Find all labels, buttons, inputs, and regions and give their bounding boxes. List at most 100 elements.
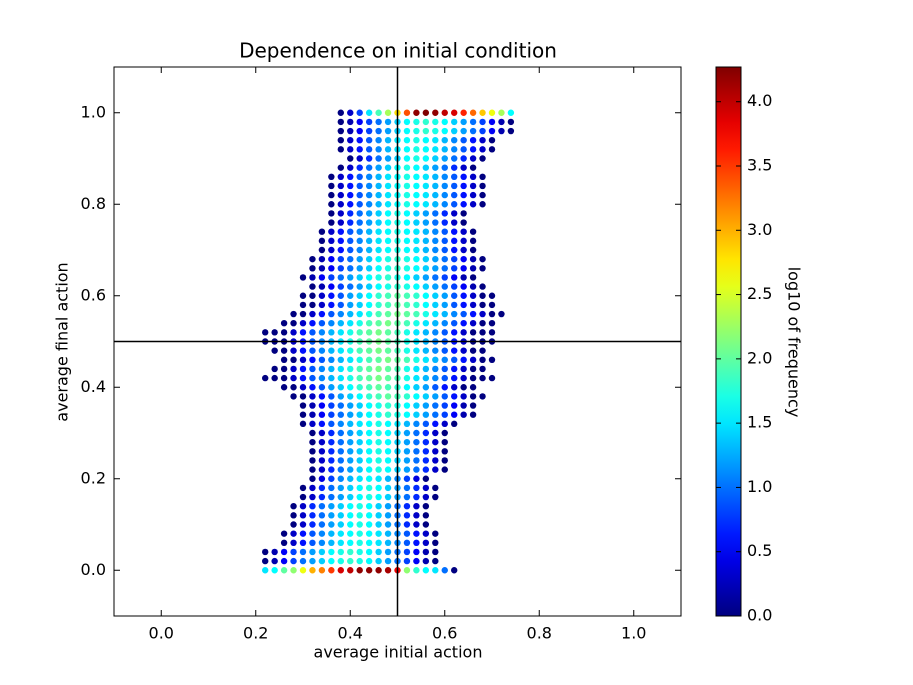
point [469,402,477,409]
point [460,201,467,208]
point [413,173,420,180]
point [328,283,335,290]
point [451,146,458,153]
point [422,475,430,482]
point [403,164,411,171]
point [365,557,373,565]
point [280,347,288,354]
point [479,137,486,144]
point [318,329,326,336]
point [318,237,326,245]
point [432,402,439,409]
point [309,503,316,510]
point [441,137,448,144]
point [356,283,363,290]
point [469,365,477,373]
point [422,448,430,455]
point [347,329,354,336]
point [318,301,326,309]
point [413,365,420,373]
point [451,164,458,171]
point [365,548,373,556]
point [413,567,420,574]
point [337,255,344,263]
point [413,191,420,199]
point [365,402,373,409]
point [441,402,448,409]
point [422,210,430,217]
point [403,356,411,363]
point [422,438,430,446]
point [337,356,344,363]
point [309,374,316,382]
point [356,457,363,464]
point [347,191,354,199]
point [347,255,354,263]
point [365,347,373,354]
point [280,548,288,556]
point [356,118,363,126]
point [365,420,373,428]
point [365,475,373,482]
point [384,155,392,162]
point [328,429,335,437]
point [356,484,363,492]
point [432,210,439,217]
point [337,493,344,501]
point [365,503,373,510]
point [460,155,467,162]
point [479,191,486,199]
point [328,411,335,418]
point [347,448,354,455]
chart-title: Dependence on initial condition [239,39,557,63]
point [413,310,420,318]
point [290,503,297,510]
point [365,438,373,446]
colorbar-tick-label: 1.5 [747,413,772,432]
point [403,109,411,116]
point [451,310,458,318]
point [365,246,373,254]
point [365,493,373,501]
point [403,146,411,153]
point [337,173,344,180]
point [422,155,430,162]
point [441,329,448,336]
point [384,255,392,263]
point [469,310,477,318]
point [384,402,392,409]
point [432,118,439,126]
point [479,393,486,400]
point [441,201,448,208]
point [413,402,420,409]
point [432,127,439,135]
point [479,347,486,354]
point [413,347,420,354]
point [479,283,486,290]
point [460,255,467,263]
point [337,448,344,455]
point [280,539,288,546]
point [413,438,420,446]
point [422,283,430,290]
point [460,384,467,391]
point [441,301,448,309]
point [365,411,373,418]
point [347,173,354,180]
point [318,246,326,254]
point [422,292,430,299]
point [451,365,458,373]
point [347,365,354,373]
point [432,466,439,473]
point [384,164,392,171]
point [403,429,411,437]
point [356,228,363,235]
point [422,182,430,190]
point [318,539,326,546]
point [347,466,354,473]
point [365,109,373,116]
point [309,301,316,309]
point [384,274,392,281]
point [365,384,373,391]
point [384,191,392,199]
